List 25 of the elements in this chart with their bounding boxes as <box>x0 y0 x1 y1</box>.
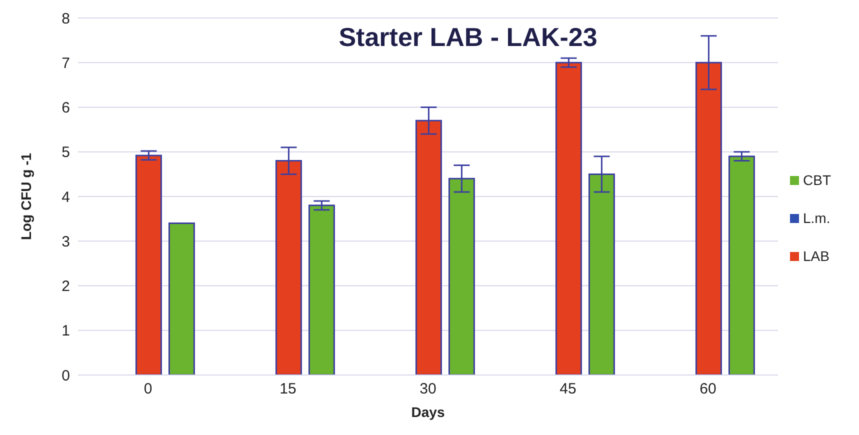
bar <box>555 62 582 375</box>
y-tick-label: 7 <box>62 54 70 72</box>
x-tick-label: 45 <box>560 380 576 398</box>
y-axis-title: Log CFU g -1 <box>18 152 34 240</box>
y-tick-label: 2 <box>62 278 70 296</box>
y-tick-label: 1 <box>62 322 70 340</box>
y-tick-label: 6 <box>62 100 70 117</box>
y-tick-label: 4 <box>62 188 70 206</box>
bar <box>135 154 162 375</box>
x-tick-label: 30 <box>420 380 436 398</box>
x-tick-label: 15 <box>280 380 296 398</box>
x-tick-label: 0 <box>144 380 152 398</box>
bar <box>168 222 195 375</box>
y-tick-label: 5 <box>62 144 70 162</box>
legend-label: L.m. <box>803 210 830 226</box>
chart-title: Starter LAB - LAK-23 <box>338 22 598 53</box>
y-tick-label: 0 <box>62 367 70 384</box>
bar <box>308 204 335 375</box>
y-tick-label: 8 <box>62 10 70 28</box>
legend-label: LAB <box>803 248 830 264</box>
y-tick-label: 3 <box>62 233 70 250</box>
x-tick-label: 60 <box>700 380 716 398</box>
bar <box>728 156 755 375</box>
x-axis-title: Days <box>411 404 445 420</box>
legend-label: CBT <box>803 172 831 188</box>
